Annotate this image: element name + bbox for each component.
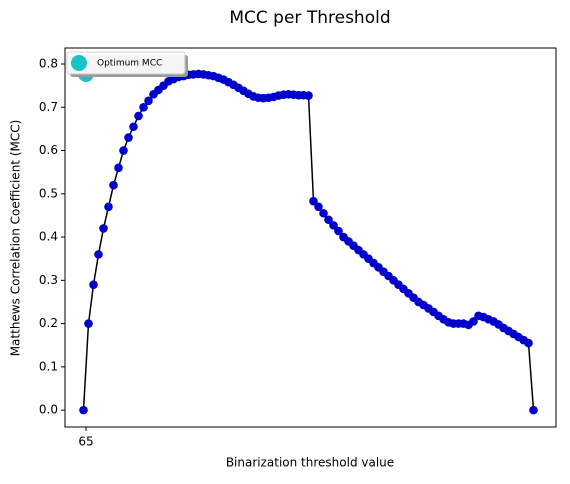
mcc-point [124,133,133,142]
mcc-point [119,146,128,155]
x-tick-label: 65 [78,435,93,449]
mcc-point [139,102,148,112]
legend-marker [71,55,87,71]
mcc-point [94,250,103,259]
mcc-point [89,280,98,289]
y-tick-label: 0.5 [39,186,58,200]
mcc-point [109,180,118,190]
mcc-point [529,405,538,415]
mcc-point [134,111,143,121]
mcc-point [129,122,138,132]
y-tick-label: 0.2 [39,316,58,330]
y-tick-label: 0.0 [39,403,58,417]
y-tick-label: 0.6 [39,143,58,157]
mcc-point [79,405,88,415]
mcc-point [144,96,153,106]
mcc-line [82,73,535,411]
mcc-point [314,202,323,212]
y-axis-label: Matthews Correlation Coefficient (MCC) [9,120,23,357]
legend-box [66,51,186,75]
mcc-point [99,224,108,233]
mcc-point [114,163,123,173]
mcc-point [524,338,533,348]
legend-label: Optimum MCC [97,59,162,69]
chart-title: MCC per Threshold [229,8,390,28]
plot-frame [64,47,557,428]
mcc-point [469,317,478,326]
y-tick-label: 0.8 [39,57,58,71]
x-axis-label: Binarization threshold value [226,456,394,470]
mcc-point [104,202,113,212]
mcc-point [319,208,328,218]
y-tick-label: 0.7 [39,100,58,114]
mcc-point [309,196,318,206]
mcc-point [304,91,313,100]
y-tick-label: 0.3 [39,273,58,287]
mcc-point [324,215,333,225]
y-tick-label: 0.1 [39,359,58,373]
y-tick-label: 0.4 [39,230,58,244]
mcc-point [84,319,93,328]
mcc-point [329,221,338,230]
mcc-point [334,226,343,236]
